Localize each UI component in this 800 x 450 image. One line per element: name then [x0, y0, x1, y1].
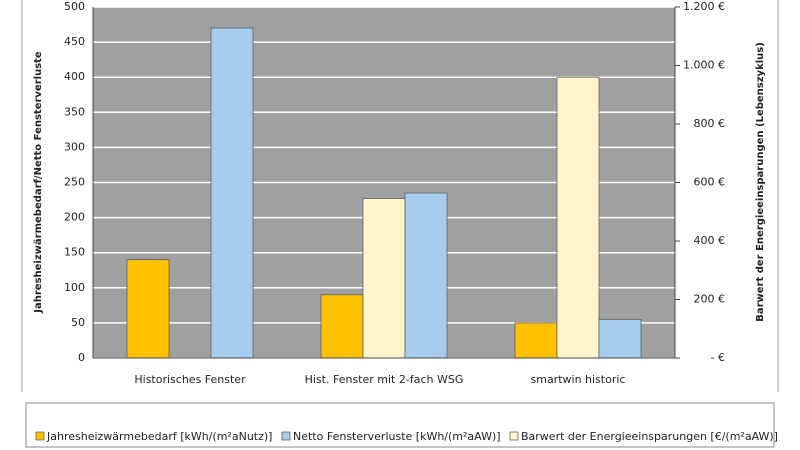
legend-swatch [35, 431, 45, 441]
bar [404, 192, 448, 359]
legend-label: Barwert der Energieeinsparungen [€/(m²aA… [521, 430, 778, 443]
legend-label: Jahresheizwärmebedarf [kWh/(m²aNutz)] [46, 430, 272, 443]
x-tick-label: smartwin historic [531, 373, 626, 386]
y2-tick-label: 200 € [694, 293, 726, 306]
legend-swatch [281, 431, 291, 441]
y2-axis-title: Barwert der Energieeinsparungen (Lebensz… [755, 42, 766, 322]
y-tick-label: 200 [64, 211, 85, 224]
y2-tick-label: 1.000 € [683, 59, 725, 72]
x-tick-label: Historisches Fenster [134, 373, 246, 386]
y2-tick-label: 1.200 € [683, 0, 725, 13]
y-axis-title: Jahresheizwärmebedarf/Netto Fensterverlu… [33, 51, 44, 314]
y2-tick-label: - € [711, 351, 725, 364]
y-tick-label: 250 [64, 176, 85, 189]
y-tick-label: 500 [64, 0, 85, 13]
y-tick-label: 50 [71, 316, 85, 329]
legend-box [25, 402, 775, 448]
x-tick-label: Hist. Fenster mit 2-fach WSG [305, 373, 464, 386]
bar [598, 319, 642, 359]
y-tick-label: 350 [64, 105, 85, 118]
y-tick-label: 150 [64, 246, 85, 259]
bar [210, 27, 254, 359]
y-tick-label: 100 [64, 281, 85, 294]
bar [126, 259, 170, 359]
legend-swatch [509, 431, 519, 441]
y-tick-label: 300 [64, 140, 85, 153]
y2-tick-label: 600 € [694, 176, 726, 189]
bar [320, 294, 364, 359]
y-tick-label: 400 [64, 70, 85, 83]
y2-tick-label: 800 € [694, 117, 726, 130]
y-tick-label: 0 [78, 351, 85, 364]
y-tick-label: 450 [64, 35, 85, 48]
bar [514, 322, 558, 359]
legend-label: Netto Fensterverluste [kWh/(m²aAW)] [293, 430, 501, 443]
bar [556, 76, 600, 359]
bar [362, 198, 406, 359]
y2-tick-label: 400 € [694, 234, 726, 247]
